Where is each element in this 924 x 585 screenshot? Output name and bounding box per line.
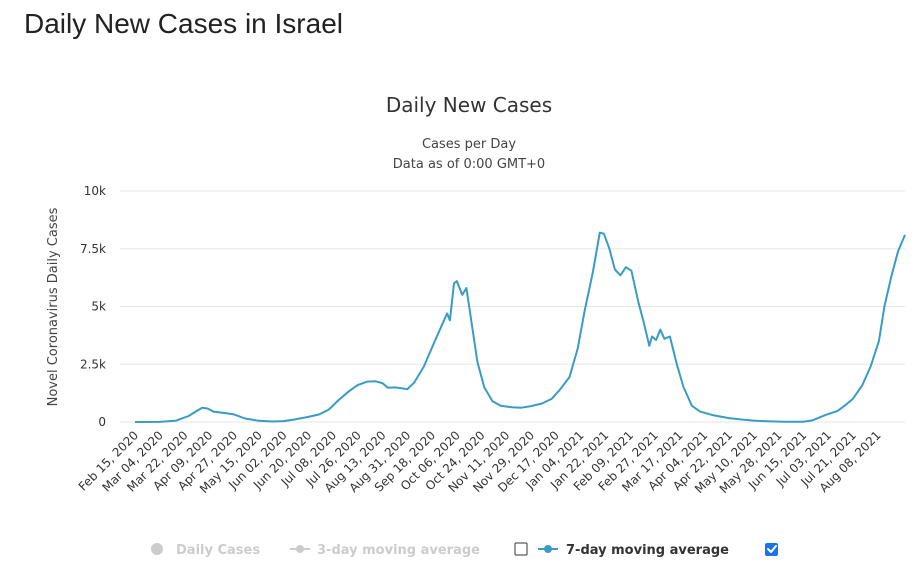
legend-marker-circle-icon [151,543,163,555]
legend-label-7day: 7-day moving average [566,543,729,558]
y-tick-label: 10k [84,184,106,198]
y-tick-label: 7.5k [80,242,106,256]
y-axis-label: Novel Coronavirus Daily Cases [46,207,61,406]
legend-item-7day-moving-average[interactable]: 7-day moving average [538,543,729,558]
legend-item-daily-cases[interactable]: Daily Cases [151,543,260,558]
y-tick-label: 2.5k [80,357,106,371]
chart-subtitle-line2: Data as of 0:00 GMT+0 [393,157,545,172]
legend-marker-circle-icon [296,545,304,553]
chart-title: Daily New Cases [386,93,552,117]
checkbox-3day-moving-average[interactable] [514,542,528,556]
series-line-7day-moving-average [134,231,906,423]
y-tick-label: 5k [91,300,106,314]
legend-label-3day: 3-day moving average [317,543,480,558]
legend-item-3day-moving-average[interactable]: 3-day moving average [290,543,480,558]
y-axis-ticks: 0 2.5k 5k 7.5k 10k [80,184,106,429]
legend-marker-circle-icon [544,545,552,553]
legend: Daily Cases 3-day moving average 7-day mov… [151,542,778,558]
chart-subtitle-line1: Cases per Day [422,137,516,152]
page-heading: Daily New Cases in Israel [24,8,343,39]
legend-label-daily-cases: Daily Cases [176,543,260,558]
series-layer [134,231,906,423]
y-tick-label: 0 [98,415,106,429]
checkbox-box [765,543,778,556]
checkbox-7day-moving-average[interactable] [765,543,778,556]
grid [120,190,905,423]
checkmark-icon [767,545,777,553]
